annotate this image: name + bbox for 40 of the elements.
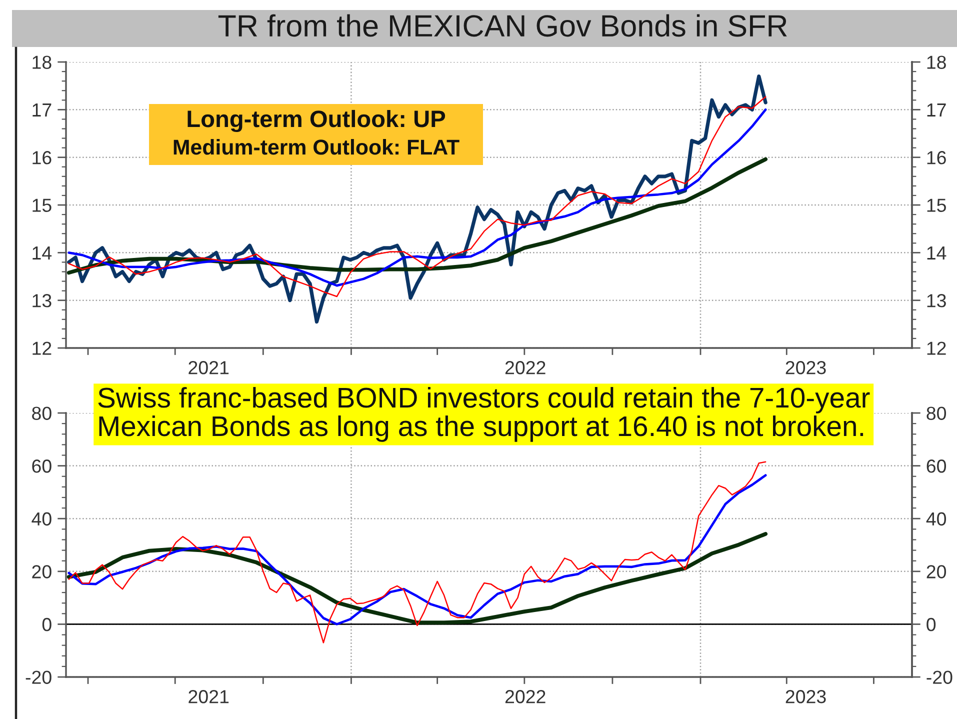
- y-tick-label: 14: [32, 246, 52, 260]
- line-series: [68, 474, 767, 626]
- y-tick-label: 17: [32, 104, 52, 116]
- y-tick-label: 12: [32, 342, 52, 355]
- y2-tick-label: 0: [926, 618, 936, 632]
- y2-tick-label: 20: [926, 565, 946, 578]
- x-tick-label: 2021: [188, 360, 229, 374]
- line-series: [66, 532, 768, 625]
- x-tick-label: 2023: [786, 690, 826, 704]
- y2-tick-label: 60: [926, 460, 946, 473]
- y2-tick-label: 15: [927, 198, 946, 212]
- line-series: [68, 461, 766, 644]
- y2-tick-label: 14: [927, 246, 946, 260]
- x-tick-label: 2022: [505, 360, 546, 374]
- x-tick-label: 2023: [786, 360, 826, 374]
- y-tick-label: 20: [32, 565, 52, 578]
- y-tick-label: 60: [32, 460, 52, 473]
- y-tick-label: 16: [32, 151, 52, 164]
- line-series: [66, 157, 768, 275]
- x-tick-label: 2022: [505, 690, 546, 704]
- annotation: Medium-term Outlook: FLAT: [174, 139, 460, 155]
- x-tick-label: 2021: [188, 690, 229, 704]
- annotation: Long-term Outlook: UP: [188, 110, 446, 132]
- y2-tick-label: 80: [926, 406, 946, 420]
- annotation: Swiss franc-based BOND investors could retain the 7-10-year Mexican Bonds as long as the support at 16.40 is not broken.: [98, 387, 870, 442]
- y2-tick-label: 16: [927, 151, 946, 164]
- y2-tick-label: 18: [927, 56, 946, 69]
- chart-title: TR from the MEXICAN Gov Bonds in SFR: [218, 14, 787, 37]
- y2-tick-label: 12: [927, 342, 946, 355]
- y2-tick-label: 13: [927, 294, 946, 308]
- y-tick-label: 80: [32, 406, 52, 420]
- y-tick-label: 15: [32, 198, 52, 212]
- y-tick-label: 40: [32, 512, 52, 526]
- y2-tick-label: 40: [926, 512, 946, 526]
- y-tick-label: 18: [32, 56, 52, 69]
- y2-tick-label: -20: [926, 670, 952, 684]
- y-tick-label: 13: [32, 294, 52, 308]
- y2-tick-label: 17: [927, 104, 946, 116]
- y-tick-label: -20: [26, 670, 52, 684]
- y-tick-label: 0: [42, 618, 52, 632]
